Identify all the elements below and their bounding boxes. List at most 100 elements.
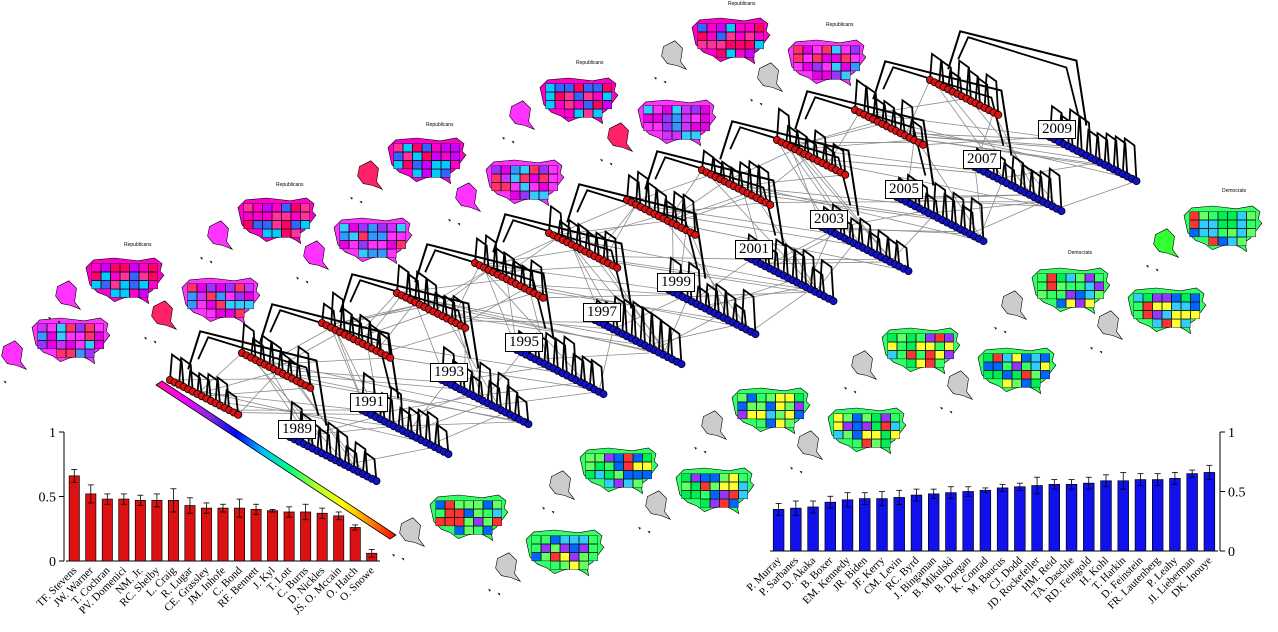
state-tile — [707, 40, 717, 50]
democrat-map — [1146, 205, 1263, 272]
state-tile — [300, 212, 310, 221]
bar — [928, 493, 940, 552]
state-tile — [450, 152, 460, 161]
tree-edge — [947, 30, 1088, 126]
tree-edge — [701, 149, 717, 178]
cross-edge — [667, 192, 748, 222]
alaska-shape — [757, 62, 784, 92]
state-tile — [520, 191, 530, 200]
state-tile — [1031, 353, 1041, 362]
state-tile — [850, 45, 860, 54]
tree-edge — [800, 248, 817, 292]
state-tile — [56, 340, 66, 350]
state-tile — [545, 92, 555, 101]
state-tile — [983, 353, 993, 362]
state-tile — [691, 482, 701, 491]
year-label: 2003 — [810, 210, 848, 229]
state-tile — [697, 23, 707, 32]
state-tile — [738, 473, 748, 482]
state-tile — [139, 280, 149, 290]
state-tile — [206, 283, 216, 292]
state-tile — [1162, 310, 1172, 320]
cross-edge — [371, 395, 474, 416]
state-tile — [520, 165, 530, 174]
tree-edge — [722, 290, 739, 325]
state-tile — [785, 393, 795, 402]
state-tile — [831, 62, 841, 72]
state-tile — [197, 292, 207, 301]
state-tile — [766, 419, 776, 428]
state-tile — [550, 561, 560, 570]
state-tile — [881, 439, 891, 448]
state-tile — [579, 561, 589, 570]
tree-edge — [773, 237, 789, 278]
cross-edge — [479, 265, 591, 388]
state-tile — [633, 453, 643, 462]
state-tile — [1021, 379, 1031, 388]
state-tile — [1085, 273, 1095, 282]
state-tile — [710, 490, 720, 500]
state-tile — [579, 535, 589, 544]
state-tile — [1190, 310, 1200, 320]
cross-edge — [273, 331, 341, 370]
state-tile — [681, 131, 691, 140]
tree-edge — [630, 300, 646, 346]
bar — [134, 500, 146, 562]
state-tile — [422, 152, 432, 161]
state-tile — [1218, 237, 1228, 246]
state-tile — [1075, 299, 1085, 308]
state-tile — [643, 122, 653, 132]
tree-edge — [957, 36, 1080, 116]
state-tile — [1075, 282, 1085, 291]
state-tile — [441, 152, 451, 161]
state-tile — [841, 62, 851, 72]
y-tick-label: 1 — [1228, 426, 1235, 441]
state-tile — [700, 490, 710, 500]
republican-node — [461, 323, 470, 332]
tree-edge — [947, 69, 963, 97]
state-tile — [916, 333, 926, 342]
state-tile — [735, 32, 745, 41]
state-tile — [716, 23, 726, 32]
state-tile — [585, 453, 595, 462]
state-tile — [1143, 310, 1153, 320]
state-tile — [564, 83, 574, 92]
bar — [201, 507, 212, 562]
state-tile — [454, 500, 464, 509]
state-tile — [412, 152, 422, 161]
state-tile — [672, 114, 682, 123]
state-tile — [756, 419, 766, 428]
democrat-map — [940, 347, 1057, 414]
state-tile — [1208, 228, 1218, 238]
state-tile — [662, 105, 672, 114]
cross-edge — [765, 201, 907, 203]
tree-edge — [857, 216, 873, 253]
state-tile — [574, 83, 584, 92]
year-label: 2009 — [1038, 120, 1076, 139]
democrat-node — [1057, 207, 1066, 216]
tree-edge — [941, 192, 958, 228]
state-tile — [862, 422, 872, 431]
state-tile — [403, 152, 413, 161]
tree-edge — [666, 325, 683, 365]
bar — [1083, 482, 1095, 552]
republican-map — [750, 39, 867, 106]
state-tile — [85, 340, 95, 350]
cross-edge — [603, 260, 820, 295]
state-tile — [272, 229, 282, 238]
tree-edge — [644, 180, 660, 217]
state-tile — [454, 526, 464, 535]
tree-edge — [648, 311, 665, 355]
tree-edge — [474, 236, 490, 271]
year-label: 1989 — [278, 420, 316, 439]
state-tile — [738, 482, 748, 491]
cross-edge — [928, 201, 1044, 214]
state-tile — [1002, 362, 1012, 371]
state-tile — [812, 45, 822, 54]
state-tile — [614, 453, 624, 462]
state-tile — [897, 333, 907, 342]
tree-edge — [575, 222, 591, 254]
state-tile — [244, 283, 254, 292]
state-tile — [681, 490, 691, 500]
tree-edge — [205, 372, 221, 406]
